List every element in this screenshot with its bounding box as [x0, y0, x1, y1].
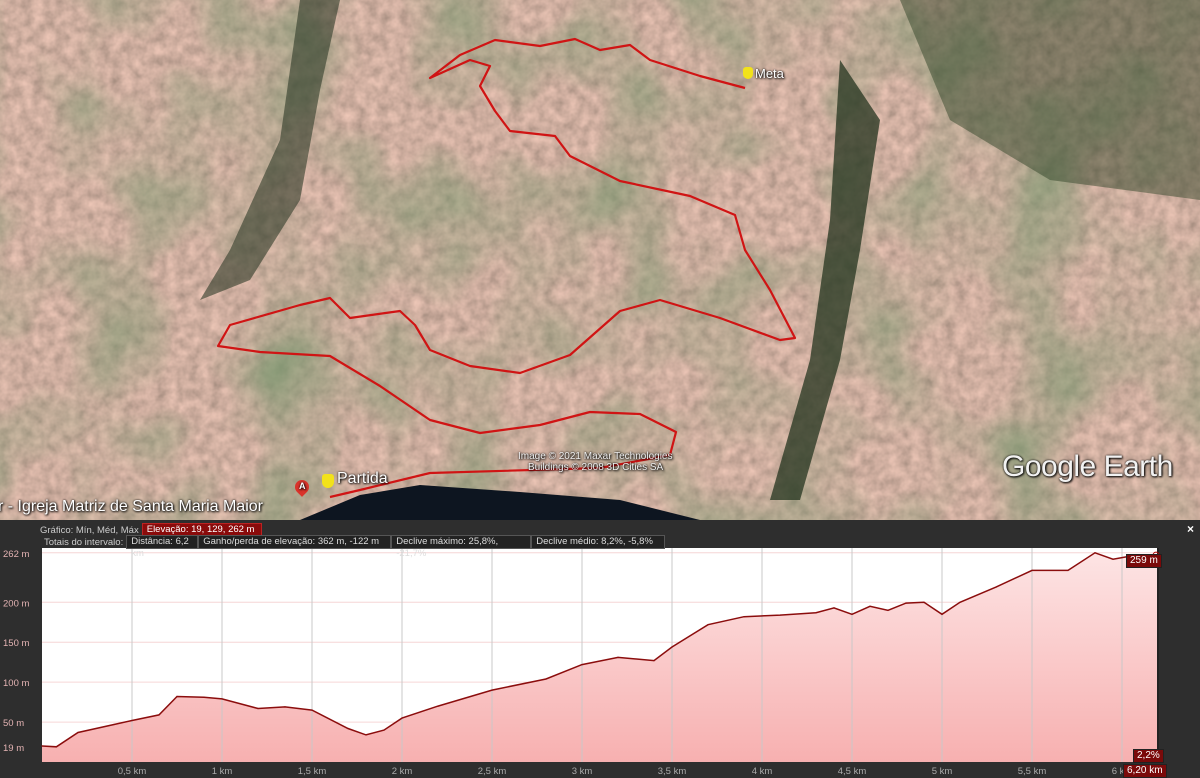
elevation-chart[interactable]: 19 m 50 m 100 m 150 m 200 m 262 m 0,5 km 1 km 1,…	[0, 520, 1200, 778]
finish-pin-icon[interactable]	[743, 67, 753, 79]
x-tick-label: 4,5 km	[838, 766, 867, 777]
elevation-point	[131, 719, 133, 722]
x-tick-label: 2,5 km	[478, 766, 507, 777]
imagery-credit-2: Buildings © 2008 3D Cities SA	[528, 462, 664, 473]
elevation-point	[221, 698, 223, 700]
x-tick-label: 3 km	[572, 766, 593, 777]
elevation-point	[41, 745, 43, 747]
elevation-point	[55, 746, 58, 748]
x-tick-label: 1 km	[212, 766, 233, 777]
x-tick-label: 2 km	[392, 766, 413, 777]
y-tick-label: 19 m	[3, 743, 24, 754]
elevation-point	[959, 601, 961, 603]
cursor-slope-tag: 2,2%	[1133, 749, 1164, 763]
elevation-point	[743, 616, 745, 618]
elevation-point	[887, 609, 889, 611]
x-tick-label: 0,5 km	[118, 766, 147, 777]
elevation-point	[365, 734, 367, 736]
location-marker-letter: A	[299, 481, 306, 491]
place-label[interactable]: r - Igreja Matriz de Santa Maria Maior	[0, 498, 263, 515]
finish-label[interactable]: Meta	[755, 66, 784, 81]
elevation-point	[1094, 552, 1096, 554]
map-imagery	[0, 0, 1200, 520]
x-tick-label: 5,5 km	[1018, 766, 1047, 777]
elevation-point	[383, 729, 385, 731]
route-path[interactable]	[216, 37, 797, 499]
elevation-point	[815, 612, 817, 614]
elevation-point	[158, 714, 160, 716]
elevation-point	[545, 678, 547, 680]
elevation-point	[995, 586, 997, 588]
y-tick-label: 200 m	[3, 598, 29, 609]
elevation-point	[833, 607, 835, 609]
elevation-point	[1067, 569, 1069, 571]
y-tick-label: 150 m	[3, 638, 29, 649]
x-tick-label: 5 km	[932, 766, 953, 777]
elevation-area	[42, 552, 1158, 762]
google-earth-logo: Google Earth	[1002, 450, 1173, 483]
elevation-point	[77, 731, 79, 734]
x-tick-label: 3,5 km	[658, 766, 687, 777]
y-tick-label: 50 m	[3, 718, 24, 729]
totals-label: Totais do intervalo:	[44, 536, 124, 548]
elevation-point	[869, 605, 871, 607]
imagery-credit-1: Image © 2021 Maxar Technologies	[518, 451, 673, 462]
elevation-point	[284, 706, 286, 708]
elevation-point	[941, 613, 943, 615]
cursor-elevation-tag: 259 m	[1126, 554, 1162, 568]
y-tick-label: 100 m	[3, 678, 29, 689]
elevation-point	[401, 717, 403, 719]
x-tick-label: 1,5 km	[298, 766, 327, 777]
avg-slope-stat[interactable]: Declive médio: 8,2%, -5,8%	[531, 535, 666, 549]
elevation-point	[905, 602, 907, 604]
summary-label: Gráfico: Mín, Méd, Máx	[40, 524, 139, 536]
y-tick-label: 262 m	[3, 549, 29, 560]
x-tick-label: 6 km	[1112, 766, 1133, 777]
elevation-point	[437, 705, 439, 707]
elevation-point	[203, 696, 205, 698]
elevation-point	[617, 656, 619, 658]
elevation-point	[347, 727, 349, 730]
start-label[interactable]: Partida	[337, 470, 388, 487]
distance-stat[interactable]: Distância: 6,2 km	[126, 535, 199, 559]
elevation-point	[1031, 569, 1033, 571]
elevation-line	[41, 551, 1159, 748]
elevation-point	[779, 614, 781, 616]
gain-loss-stat[interactable]: Ganho/perda de elevação: 362 m, -122 m	[198, 535, 392, 549]
elevation-point	[653, 659, 655, 662]
elevation-point	[923, 601, 925, 603]
max-slope-stat[interactable]: Declive máximo: 25,8%, -21,7%	[391, 535, 532, 559]
elevation-point	[671, 646, 673, 648]
elevation-point	[851, 613, 853, 615]
elevation-point	[176, 695, 178, 698]
cursor-distance-tag: 6,20 km	[1123, 764, 1167, 778]
elevation-profile-panel[interactable]: 19 m 50 m 100 m 150 m 200 m 262 m 0,5 km 1 km 1,…	[0, 520, 1200, 778]
elevation-point	[113, 723, 115, 726]
elevation-point	[257, 707, 259, 710]
close-icon[interactable]: ×	[1186, 522, 1194, 536]
interval-totals-row: Totais do intervalo: Distância: 6,2 km G…	[44, 535, 666, 559]
elevation-point	[311, 709, 313, 711]
elevation-point	[491, 689, 493, 691]
x-tick-label: 4 km	[752, 766, 773, 777]
satellite-map[interactable]: Partida Meta A r - Igreja Matriz de Sant…	[0, 0, 1200, 520]
elevation-point	[707, 624, 709, 626]
start-pin-icon[interactable]	[322, 474, 334, 488]
elevation-point	[1112, 558, 1114, 560]
elevation-point	[581, 663, 583, 666]
